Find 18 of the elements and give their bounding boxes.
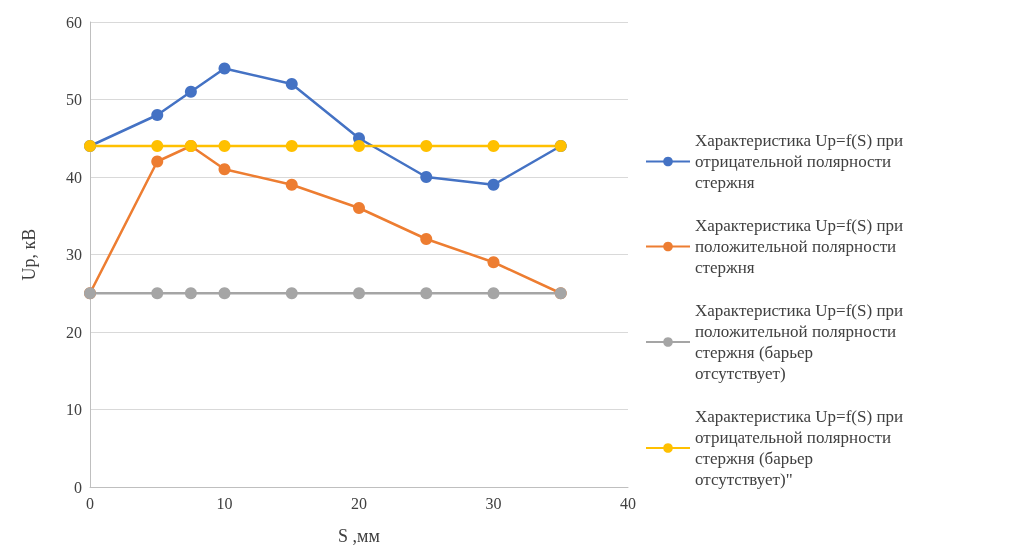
y-tick-label: 50 <box>66 91 82 108</box>
legend-label: Характеристика Up=f(S) при отрицательной полярности стержня <box>695 131 904 192</box>
y-tick-label: 30 <box>66 246 82 263</box>
y-tick-label: 10 <box>66 401 82 418</box>
y-axis-title: Up, кВ <box>19 228 39 281</box>
legend-label: Характеристика Up=f(S) при положительной полярности стержня (барьер отсутствует) <box>695 301 904 383</box>
y-tick-label: 60 <box>66 13 82 31</box>
y-tick-label: 20 <box>66 323 82 341</box>
x-tick-label: 30 <box>485 494 502 512</box>
x-tick-label: 10 <box>216 494 233 512</box>
x-tick-label: 0 <box>86 494 94 512</box>
legend-label: Характеристика Up=f(S) при положительной полярности стержня <box>695 216 904 277</box>
x-tick-label: 20 <box>351 494 367 512</box>
legend-label: Характеристика Up=f(S) при отрицательной полярности стержня (барьер отсутствует)" <box>695 407 904 489</box>
y-tick-label: 40 <box>66 168 82 186</box>
x-tick-label: 40 <box>620 494 636 512</box>
x-axis-title: S ,мм <box>338 526 380 546</box>
y-tick-label: 0 <box>74 478 82 496</box>
